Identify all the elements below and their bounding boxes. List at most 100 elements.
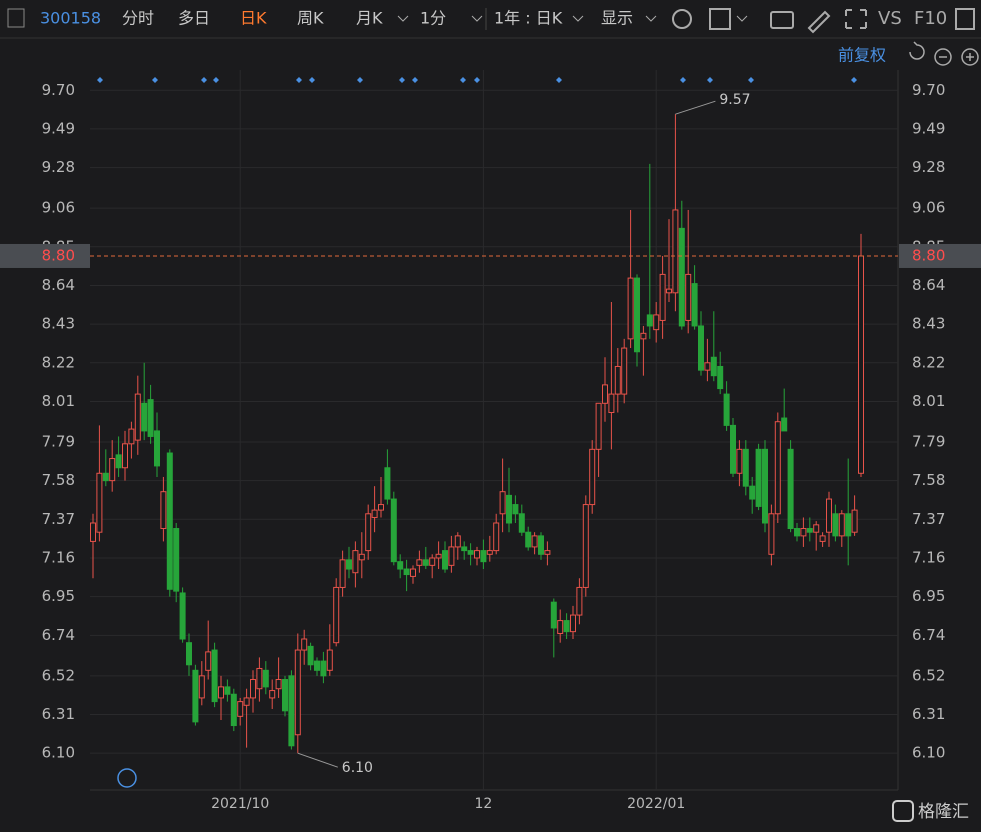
candle-body	[666, 288, 672, 294]
zoom-in-icon-cross	[966, 53, 974, 61]
reset-icon[interactable]	[909, 41, 925, 60]
candle-body	[333, 586, 340, 644]
candle-body	[262, 669, 269, 688]
candle-body	[390, 498, 397, 563]
event-marker	[460, 77, 466, 83]
candle-body	[858, 255, 864, 474]
y-tick-label: 9.28	[42, 158, 75, 176]
candle-body	[198, 675, 205, 699]
x-tick-label: 2021/10	[211, 796, 269, 812]
tab-active[interactable]: 日K	[240, 9, 267, 28]
price-tag-bg	[0, 243, 90, 268]
event-marker	[412, 77, 418, 83]
candle-body	[147, 399, 154, 437]
candle-body	[314, 660, 320, 671]
x-tick-label: 12	[474, 796, 492, 812]
candle-body	[102, 472, 109, 482]
price-tag: 8.80	[912, 246, 945, 264]
candle-body	[301, 638, 308, 651]
candle-body	[205, 651, 212, 671]
dropdown-arrow	[397, 15, 409, 22]
candle-body	[486, 550, 493, 555]
event-marker	[399, 77, 405, 83]
candle-body	[166, 452, 173, 590]
y-tick-label: 6.52	[42, 666, 75, 684]
candle-body	[96, 472, 103, 533]
candle-body	[570, 614, 576, 633]
tab[interactable]: 分时	[122, 9, 154, 28]
candle-body	[800, 528, 807, 537]
y-tick-label: 8.43	[42, 315, 75, 333]
y-tick-label-right: 7.58	[912, 471, 945, 489]
candle-body	[794, 528, 800, 537]
max-annotation: 9.57	[719, 92, 750, 108]
candle-body	[563, 620, 570, 633]
tab[interactable]: 月K	[356, 9, 383, 28]
candle-body	[640, 332, 647, 340]
candle-body	[851, 509, 858, 533]
logo-text: 格隆汇	[918, 802, 969, 822]
candle-body	[723, 393, 730, 426]
draw-icon[interactable]	[807, 10, 831, 34]
tab[interactable]: 周K	[297, 9, 324, 28]
search-icon[interactable]	[117, 768, 137, 788]
candle-body	[365, 513, 372, 552]
y-tick-label-right: 7.16	[912, 548, 945, 566]
y-tick-label: 9.70	[42, 81, 75, 99]
candle-body	[250, 679, 256, 699]
candle-body	[518, 513, 525, 533]
adjust-mode[interactable]: 前复权	[838, 46, 886, 65]
price-tag: 8.80	[42, 246, 75, 264]
candle-body	[326, 649, 333, 671]
event-marker	[556, 77, 562, 83]
candle-body	[736, 448, 743, 474]
y-tick-label-right: 7.37	[912, 510, 945, 528]
candle-body	[461, 546, 468, 552]
y-tick-label-right: 8.01	[912, 392, 945, 410]
sidebar-toggle[interactable]	[7, 8, 25, 28]
zoom-out-icon[interactable]	[934, 48, 952, 66]
candle-body	[115, 454, 122, 469]
f10-button[interactable]: F10	[914, 8, 947, 29]
candle-body	[621, 347, 628, 395]
candle-body	[762, 448, 768, 524]
candle-body	[531, 535, 538, 548]
zoom-in-icon[interactable]	[961, 48, 979, 66]
candle-body	[211, 649, 218, 703]
candle-body	[134, 393, 141, 441]
y-tick-label-right: 6.31	[912, 705, 945, 723]
vs-button[interactable]: VS	[878, 8, 902, 29]
tab[interactable]: 多日	[178, 9, 210, 28]
panel-icon[interactable]	[955, 8, 975, 30]
candle-body	[352, 550, 359, 574]
candle-body	[186, 642, 192, 666]
candle-body	[179, 592, 186, 640]
dropdown-arrow	[736, 15, 748, 22]
settings-icon[interactable]	[672, 9, 692, 29]
candle-body	[672, 209, 679, 294]
display-select[interactable]: 显示	[601, 9, 633, 28]
candle-body	[717, 365, 724, 390]
event-marker	[474, 77, 480, 83]
event-marker	[680, 77, 686, 83]
candle-body	[781, 417, 788, 432]
range-select[interactable]: 1年 : 日K	[494, 9, 563, 28]
candle-body	[550, 601, 557, 629]
annotation-leader	[297, 752, 338, 768]
y-tick-label-right: 8.22	[912, 353, 945, 371]
camera-icon[interactable]	[770, 11, 794, 29]
y-tick-label-right: 8.64	[912, 276, 945, 294]
y-tick-label: 6.95	[42, 587, 75, 605]
candle-body	[576, 586, 583, 616]
layout-icon[interactable]	[709, 8, 731, 30]
y-tick-label: 9.49	[42, 119, 75, 137]
candle-body	[218, 686, 224, 699]
stock-code[interactable]: 300158	[40, 9, 101, 28]
candle-body	[506, 494, 512, 524]
y-tick-label: 7.58	[42, 471, 75, 489]
candle-body	[435, 553, 442, 559]
y-tick-label: 7.79	[42, 432, 75, 450]
tab[interactable]: 1分	[420, 9, 446, 28]
fullscreen-icon[interactable]	[845, 9, 867, 29]
y-tick-label: 9.06	[42, 199, 75, 217]
